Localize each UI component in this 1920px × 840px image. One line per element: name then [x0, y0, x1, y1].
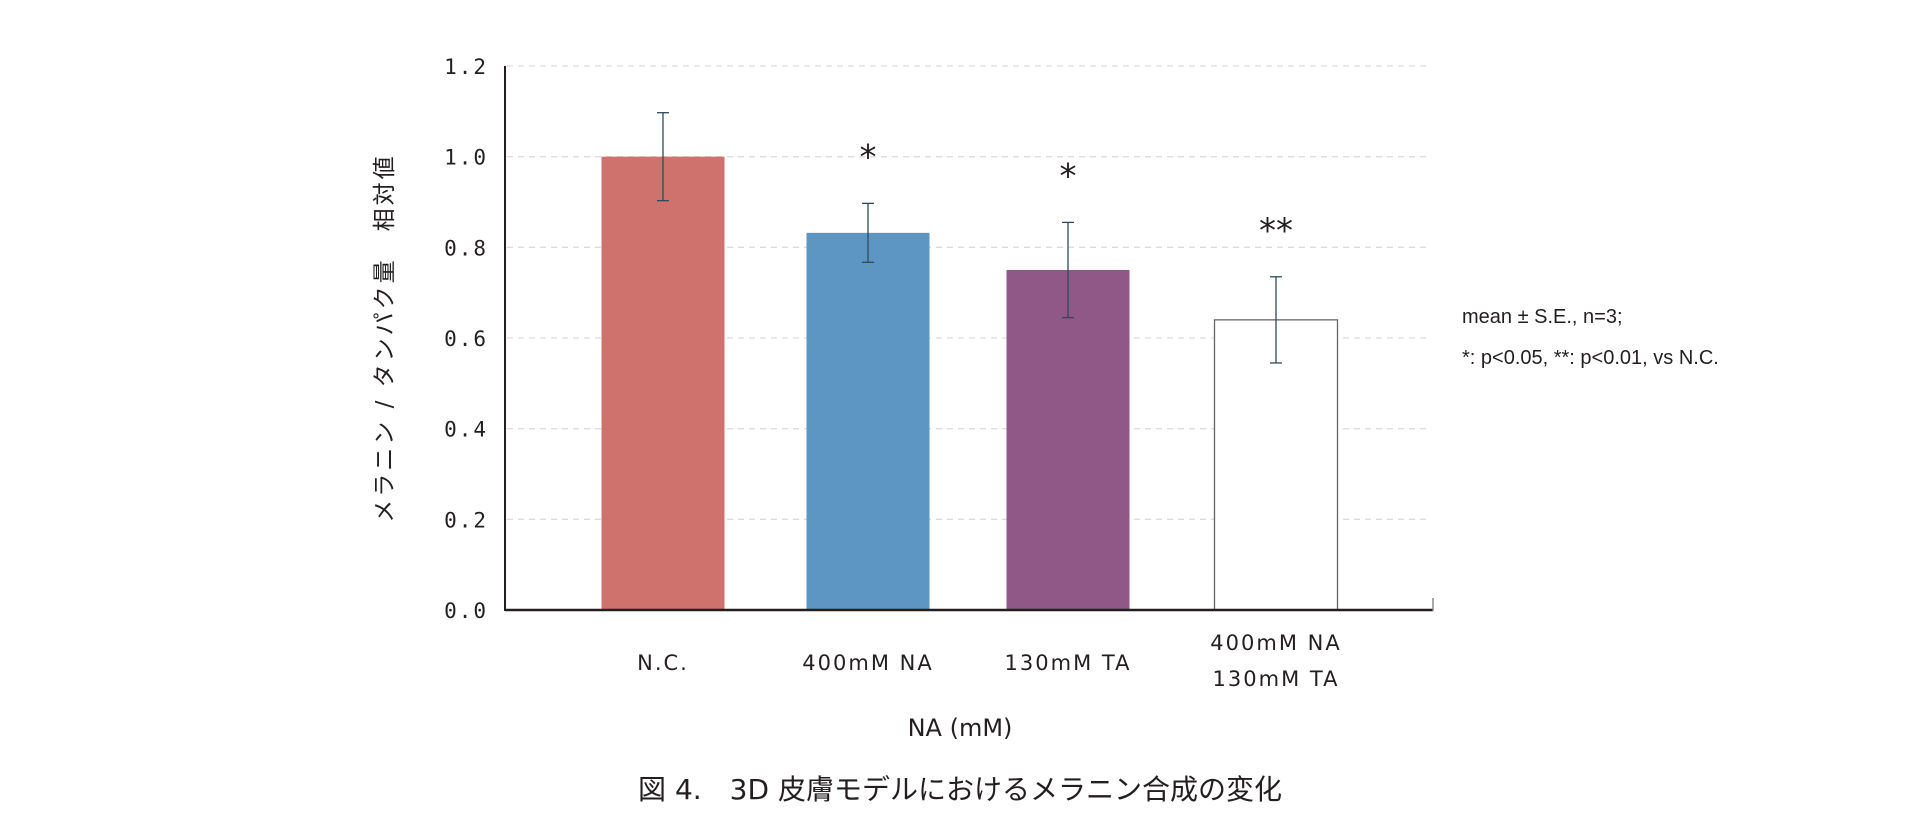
significance-note: *: p<0.05, **: p<0.01, vs N.C.	[1462, 347, 1719, 369]
y-axis-label: メラニン / タンパク量 相対値	[372, 153, 398, 522]
bar	[601, 156, 725, 610]
x-category-label: 130mM TA	[1213, 667, 1340, 691]
significance-marks: * ***	[860, 137, 1294, 250]
x-category-label: 400mM NA	[1210, 631, 1341, 655]
significance-mark: *	[860, 137, 877, 177]
bars	[601, 156, 1339, 611]
x-category-label: N.C.	[637, 651, 689, 675]
significance-mark: *	[1060, 156, 1077, 196]
y-tick-label: 1.2	[444, 55, 488, 79]
y-tick-label: 0.0	[444, 599, 488, 623]
bar	[806, 232, 930, 610]
stats-note: mean ± S.E., n=3;	[1462, 306, 1623, 328]
y-tick-label: 0.6	[444, 327, 488, 351]
y-tick-label: 0.2	[444, 508, 488, 532]
y-tick-label: 1.0	[444, 146, 488, 170]
error-bars	[657, 112, 1282, 364]
bar	[1213, 319, 1339, 611]
y-tick-label: 0.4	[444, 418, 488, 442]
x-axis-label: NA (mM)	[908, 714, 1013, 742]
x-category-labels: N.C. 400mM NA 130mM TA 400mM NA 130mM TA	[637, 631, 1341, 691]
bar	[1006, 270, 1130, 610]
significance-mark: **	[1259, 211, 1293, 251]
figure-caption: 図 4. 3D 皮膚モデルにおけるメラニン合成の変化	[638, 773, 1282, 806]
y-tick-label: 0.8	[444, 236, 488, 260]
x-category-label: 400mM NA	[802, 651, 933, 675]
x-category-label: 130mM TA	[1005, 651, 1132, 675]
y-tick-labels: 0.0 0.2 0.4 0.6 0.8 1.0 1.2	[444, 55, 488, 623]
